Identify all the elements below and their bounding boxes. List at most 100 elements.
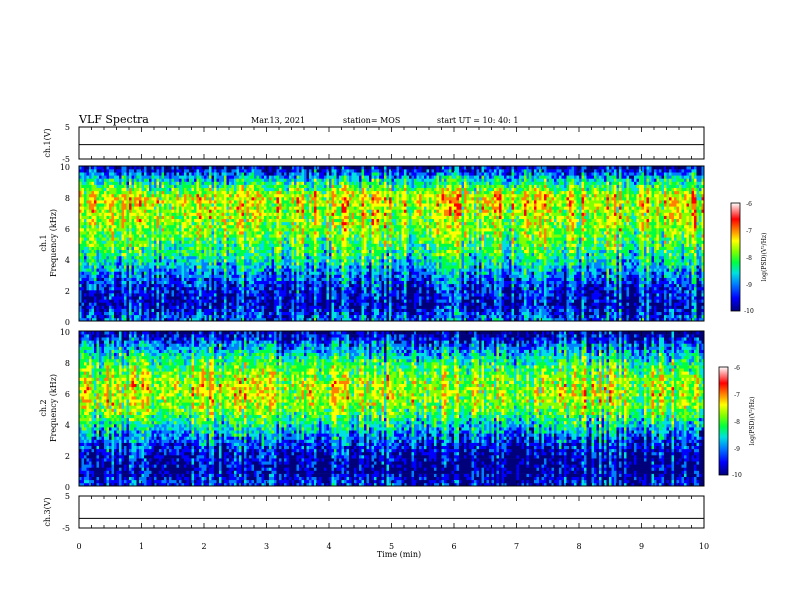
- ch1-spec-cell: [106, 302, 110, 306]
- ch1-spec-cell: [276, 190, 280, 195]
- ch1-spec-cell: [91, 296, 95, 300]
- ch1-spec-cell: [144, 212, 147, 216]
- ch1-spec-cell: [91, 259, 95, 263]
- ch1-spec-cell: [324, 181, 327, 185]
- ch1-spec-cell: [166, 311, 170, 316]
- ch1-spec-cell: [196, 190, 200, 195]
- ch1-spec-cell: [131, 184, 135, 188]
- ch1-spec-cell: [129, 184, 132, 188]
- ch1-spec-cell: [281, 178, 285, 182]
- ch1-spec-cell: [319, 231, 322, 235]
- ch1-spec-cell: [119, 308, 122, 312]
- ch1-spec-cell: [151, 308, 155, 312]
- ch1-spec-cell: [129, 209, 132, 213]
- ch1-spec-cell: [124, 308, 127, 312]
- ch1-spec-cell: [286, 243, 290, 247]
- ch1-spec-cell: [206, 290, 210, 294]
- ch1-spec-cell: [301, 311, 305, 316]
- ch1-spec-cell: [196, 224, 200, 229]
- ch1-spec-cell: [199, 234, 202, 238]
- ch1-spec-cell: [196, 255, 200, 260]
- ch1-spec-cell: [224, 246, 227, 250]
- ch1-spec-cell: [239, 265, 242, 269]
- ch1-spec-cell: [89, 265, 92, 269]
- ch1-spec-cell: [174, 317, 177, 322]
- ch1-spec-cell: [271, 280, 275, 285]
- ch1-spec-cell: [139, 175, 142, 179]
- ch1-spec-cell: [256, 317, 260, 322]
- ch1-spec-cell: [101, 243, 105, 247]
- ch1-spec-cell: [136, 286, 140, 291]
- ch1-spec-cell: [284, 200, 287, 204]
- ch1-spec-cell: [139, 190, 142, 195]
- ch1-spec-cell: [291, 206, 295, 210]
- ch1-spec-cell: [96, 277, 100, 281]
- ch1-spec-cell: [81, 197, 85, 201]
- ch1-spec-cell: [129, 190, 132, 195]
- ch1-spec-cell: [249, 212, 252, 216]
- ch1-spec-cell: [236, 262, 240, 266]
- ch1-spec-cell: [229, 274, 232, 278]
- ch1-spec-cell: [304, 283, 307, 288]
- ch1-spec-cell: [129, 280, 132, 285]
- ch1-spec-cell: [186, 212, 190, 216]
- ch1-spec-cell: [201, 317, 205, 322]
- ch1-spec-cell: [169, 237, 172, 241]
- ch1-spec-cell: [161, 215, 165, 219]
- ch1-spec-cell: [259, 296, 262, 300]
- ch1-spec-cell: [104, 246, 107, 250]
- ch1-spec-cell: [184, 218, 187, 223]
- ch1-spec-cell: [84, 311, 87, 316]
- ch1-spec-cell: [164, 166, 167, 170]
- ch1-spec-cell: [256, 283, 260, 288]
- ch1-spec-cell: [166, 181, 170, 185]
- ch1-spec-cell: [194, 268, 197, 272]
- ch1-spec-cell: [294, 197, 297, 201]
- ch1-spec-cell: [91, 314, 95, 319]
- ch1-spec-cell: [311, 178, 315, 182]
- ch1-spec-cell: [226, 286, 230, 291]
- ch1-spec-cell: [106, 240, 110, 244]
- ch1-spec-cell: [259, 234, 262, 238]
- ch1-spec-cell: [161, 237, 165, 241]
- ch1-spec-cell: [234, 193, 237, 198]
- ch1-spec-cell: [81, 280, 85, 285]
- ch1-spec-cell: [81, 237, 85, 241]
- ch1-spec-cell: [219, 224, 222, 229]
- ch1-spec-cell: [319, 249, 322, 254]
- ch1-spec-cell: [319, 293, 322, 297]
- ch1-spec-cell: [174, 228, 177, 232]
- ch1-spec-cell: [214, 218, 217, 223]
- ch1-spec-cell: [291, 190, 295, 195]
- ch1-spec-cell: [94, 268, 97, 272]
- ch1-spec-cell: [219, 271, 222, 275]
- ch1-spec-cell: [101, 181, 105, 185]
- ch1-spec-cell: [104, 175, 107, 179]
- ch1-spec-cell: [271, 175, 275, 179]
- ch1-spec-cell: [96, 212, 100, 216]
- ch1-spec-cell: [261, 240, 265, 244]
- ch1-spec-cell: [211, 175, 215, 179]
- ch1-spec-cell: [291, 209, 295, 213]
- ch1-spec-cell: [79, 200, 82, 204]
- ch1-spec-cell: [161, 296, 165, 300]
- ch1-spec-cell: [241, 181, 245, 185]
- ch1-spec-cell: [84, 203, 87, 207]
- ch1-spec-cell: [159, 302, 162, 306]
- ch1-spec-cell: [289, 203, 292, 207]
- ch1-spec-cell: [149, 255, 152, 260]
- ch1-spec-cell: [306, 296, 310, 300]
- ch1-spec-cell: [276, 283, 280, 288]
- ch1-spec-cell: [214, 237, 217, 241]
- ch1-spec-cell: [154, 277, 157, 281]
- ch1-spec-cell: [94, 314, 97, 319]
- ch1-spec-cell: [129, 311, 132, 316]
- ch1-spec-cell: [156, 283, 160, 288]
- ch1-spec-cell: [206, 296, 210, 300]
- ch1-spec-cell: [171, 277, 175, 281]
- ch1-spec-cell: [159, 283, 162, 288]
- ch1-spec-cell: [304, 181, 307, 185]
- ch1-spec-cell: [184, 181, 187, 185]
- ch1-spec-cell: [89, 283, 92, 288]
- ch1-spec-cell: [239, 280, 242, 285]
